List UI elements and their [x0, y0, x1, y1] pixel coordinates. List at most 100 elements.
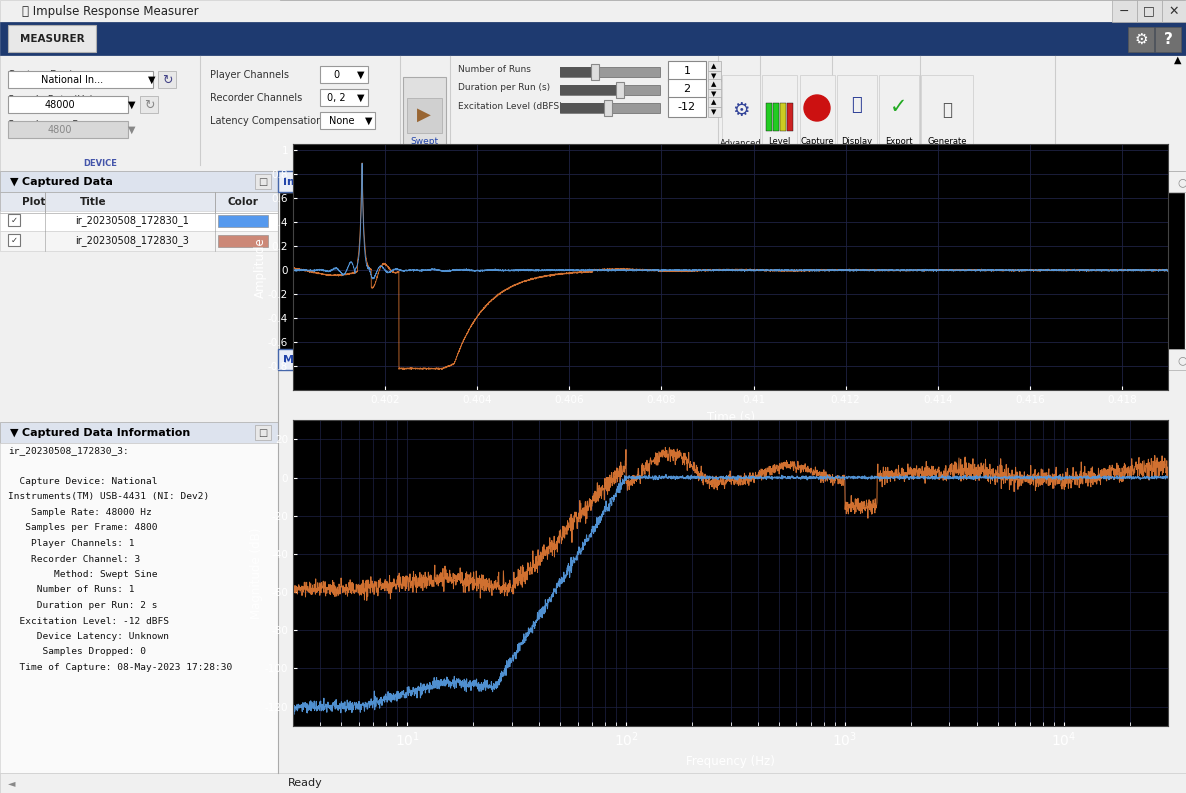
- Text: Impulse Response: Impulse Response: [283, 177, 396, 187]
- Bar: [922, 75, 973, 155]
- Bar: [560, 85, 620, 95]
- Text: ○: ○: [1177, 177, 1186, 187]
- Bar: [1112, 0, 1137, 22]
- Bar: [0, 0, 1186, 22]
- Bar: [407, 98, 442, 133]
- Bar: [560, 67, 595, 77]
- Bar: [788, 103, 793, 131]
- Bar: [708, 107, 721, 117]
- Bar: [278, 349, 426, 370]
- Text: Latency Compensation: Latency Compensation: [210, 116, 323, 126]
- Text: □: □: [259, 428, 268, 438]
- Text: ↻: ↻: [161, 74, 172, 86]
- Text: 48000: 48000: [45, 100, 76, 110]
- Text: ▼: ▼: [712, 109, 716, 115]
- Text: -12: -12: [678, 102, 696, 112]
- Text: Recorder Channels: Recorder Channels: [210, 93, 302, 103]
- Bar: [320, 66, 368, 83]
- Bar: [0, 171, 278, 192]
- Text: Script: Script: [935, 144, 959, 154]
- Text: −: −: [1118, 5, 1129, 17]
- Text: Duration per Run: 2 s: Duration per Run: 2 s: [8, 601, 158, 610]
- Bar: [218, 235, 268, 247]
- Text: ▼: ▼: [9, 177, 19, 187]
- Bar: [218, 215, 268, 227]
- Text: Settings: Settings: [725, 145, 757, 155]
- Bar: [801, 75, 835, 155]
- Text: DISPLAY: DISPLAY: [855, 159, 894, 168]
- Text: ▼: ▼: [148, 75, 155, 85]
- Bar: [708, 97, 721, 107]
- Text: Color: Color: [228, 197, 259, 207]
- X-axis label: Frequency (Hz): Frequency (Hz): [687, 755, 774, 768]
- Bar: [0, 211, 278, 231]
- Text: ▶: ▶: [417, 106, 431, 124]
- Bar: [8, 121, 128, 138]
- Bar: [278, 171, 408, 192]
- Text: Duration per Run (s): Duration per Run (s): [458, 83, 550, 93]
- Text: 2: 2: [683, 84, 690, 94]
- Text: ir_20230508_172830_3:: ir_20230508_172830_3:: [8, 446, 129, 455]
- Text: Samples per Frame: Samples per Frame: [8, 120, 103, 130]
- Text: Captured Data Information: Captured Data Information: [23, 428, 190, 438]
- Bar: [708, 89, 721, 99]
- Text: EXPORT: EXPORT: [969, 159, 1006, 168]
- Bar: [708, 79, 721, 89]
- Bar: [668, 97, 706, 117]
- Bar: [1162, 0, 1186, 22]
- Text: ▼: ▼: [854, 144, 860, 154]
- Text: ▼: ▼: [128, 125, 135, 135]
- Bar: [1137, 0, 1162, 22]
- Text: Plot: Plot: [23, 197, 45, 207]
- Text: Title: Title: [79, 197, 107, 207]
- Text: ✓: ✓: [11, 236, 18, 244]
- Text: ▼: ▼: [712, 73, 716, 79]
- Bar: [8, 71, 153, 88]
- Bar: [280, 193, 1184, 349]
- Bar: [320, 89, 368, 106]
- Text: Capture: Capture: [801, 137, 834, 147]
- Text: Monitor: Monitor: [763, 144, 795, 154]
- Text: ⚙: ⚙: [1134, 32, 1148, 47]
- Bar: [1155, 27, 1181, 52]
- Bar: [0, 192, 278, 212]
- Text: ▲: ▲: [1174, 55, 1181, 65]
- Bar: [0, 55, 1186, 171]
- Text: Sine  ▼: Sine ▼: [408, 145, 440, 155]
- Text: ✓: ✓: [891, 97, 907, 117]
- Bar: [591, 64, 599, 80]
- Bar: [560, 103, 608, 113]
- Text: ⚙: ⚙: [732, 102, 750, 121]
- Circle shape: [804, 95, 830, 121]
- Text: ir_20230508_172830_3: ir_20230508_172830_3: [75, 236, 189, 247]
- Text: ▲: ▲: [712, 99, 716, 105]
- Bar: [278, 171, 1186, 192]
- Text: ⬛ Impulse Response Measurer: ⬛ Impulse Response Measurer: [23, 5, 198, 17]
- Bar: [780, 103, 786, 131]
- Text: Sample Rate (Hz): Sample Rate (Hz): [8, 95, 94, 105]
- Text: 0: 0: [333, 70, 339, 80]
- Text: Method: Swept Sine: Method: Swept Sine: [8, 570, 158, 579]
- Text: Player Channels: 1: Player Channels: 1: [8, 539, 134, 548]
- Y-axis label: Amplitude: Amplitude: [254, 237, 267, 297]
- Bar: [722, 75, 760, 155]
- Text: ▼: ▼: [712, 91, 716, 97]
- Text: Recorder Channel: 3: Recorder Channel: 3: [8, 554, 140, 564]
- Text: Device Latency: Unknown: Device Latency: Unknown: [8, 632, 168, 641]
- Bar: [560, 85, 659, 95]
- Bar: [278, 349, 1186, 370]
- Bar: [280, 0, 1184, 171]
- Bar: [773, 103, 779, 131]
- Text: Player Channels: Player Channels: [210, 70, 289, 80]
- Text: 1: 1: [683, 66, 690, 76]
- Text: 0, 2: 0, 2: [326, 93, 345, 103]
- Bar: [616, 82, 624, 98]
- Bar: [255, 425, 270, 440]
- Bar: [8, 214, 20, 226]
- Bar: [837, 75, 876, 155]
- Text: ▲: ▲: [712, 81, 716, 87]
- X-axis label: Time (s): Time (s): [707, 411, 754, 423]
- Text: ✕: ✕: [1168, 5, 1179, 17]
- Text: □: □: [1143, 5, 1155, 17]
- Bar: [0, 773, 1186, 793]
